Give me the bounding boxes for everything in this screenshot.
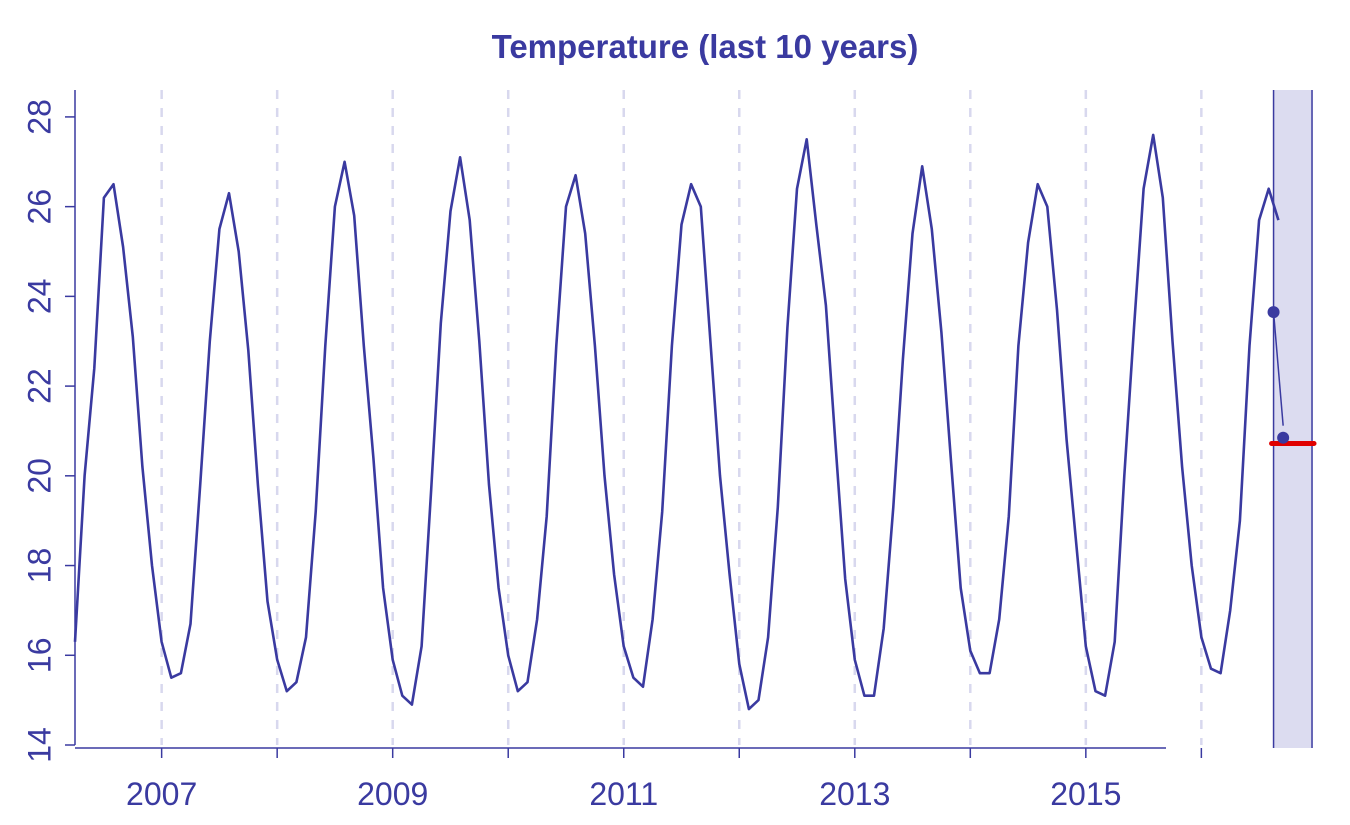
y-tick-label-18: 18 — [21, 548, 57, 584]
forecast-point-1 — [1277, 431, 1290, 444]
forecast-point-0 — [1267, 306, 1280, 319]
y-tick-label-16: 16 — [21, 637, 57, 673]
chart-title: Temperature (last 10 years) — [492, 28, 919, 65]
forecast-band-fill — [1273, 90, 1313, 748]
series-line-0 — [73, 133, 1280, 711]
y-tick-label-28: 28 — [21, 99, 57, 135]
grid-lines — [160, 90, 1203, 745]
y-tick-label-26: 26 — [21, 189, 57, 225]
x-tick-label-2011: 2011 — [589, 776, 658, 812]
x-tick-label-2015: 2015 — [1050, 776, 1121, 812]
y-tick-label-20: 20 — [21, 458, 57, 494]
forecast-layer — [1267, 306, 1317, 447]
x-tick-label-2009: 2009 — [357, 776, 428, 812]
series-layer — [73, 133, 1280, 711]
y-tick-label-22: 22 — [21, 368, 57, 404]
y-tick-label-24: 24 — [21, 279, 57, 315]
forecast-connector — [1272, 312, 1284, 426]
x-tick-label-2013: 2013 — [819, 776, 890, 812]
y-tick-label-14: 14 — [21, 727, 57, 763]
axes: 14 16 18 20 22 24 26 28 2007 2009 2011 2013 2015 — [21, 90, 1203, 812]
x-tick-label-2007: 2007 — [126, 776, 197, 812]
forecast-band — [1272, 90, 1313, 748]
